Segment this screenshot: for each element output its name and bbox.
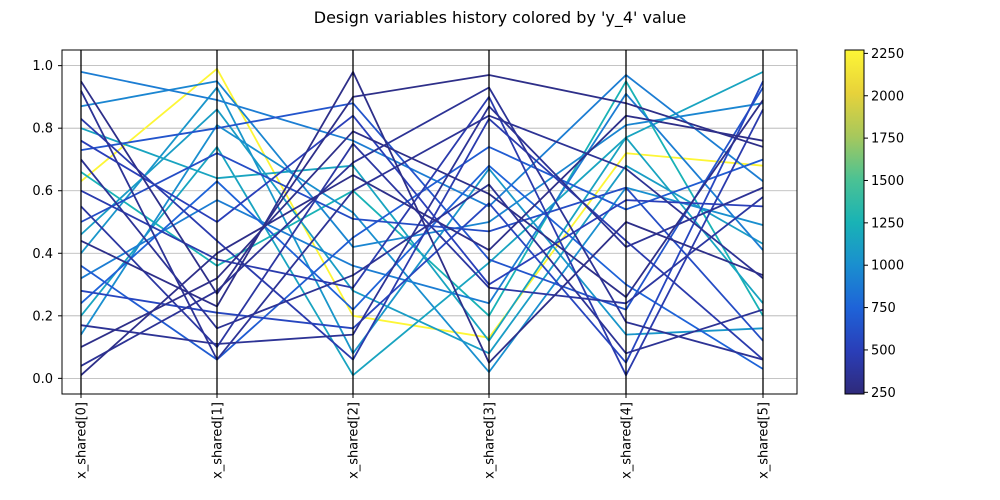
series-line [80, 80, 764, 317]
colorbar-tick-label: 1750 [871, 132, 904, 147]
y-tick-label: 0.4 [32, 247, 53, 262]
colorbar-tick-label: 750 [871, 301, 896, 316]
colorbar-tick-label: 2250 [871, 47, 904, 62]
axis-label: x_shared[1] [211, 402, 226, 479]
axis-labels: x_shared[0] x_shared[1] x_shared[2] x_share… [75, 394, 772, 479]
colorbar-gradient [844, 49, 865, 395]
series-line [80, 158, 764, 355]
y-tick-label: 1.0 [32, 59, 53, 74]
series-line [80, 108, 764, 355]
series-line [80, 90, 764, 361]
colorbar: 250 500 750 1000 1250 1500 1750 2000 2250 [844, 47, 904, 401]
series-line [80, 124, 764, 374]
chart-title: Design variables history colored by 'y_4… [313, 8, 687, 27]
series-line [80, 114, 764, 286]
series-line [80, 67, 764, 339]
series-line [80, 74, 764, 295]
series-line [80, 71, 764, 364]
y-tick-label: 0.2 [32, 309, 53, 324]
colorbar-tick-label: 500 [871, 343, 896, 358]
colorbar-tick-label: 1250 [871, 216, 904, 231]
series-line [80, 71, 764, 342]
series-line [80, 114, 764, 376]
axis-label: x_shared[0] [75, 402, 90, 479]
series-line [80, 86, 764, 355]
axis-label: x_shared[3] [483, 402, 498, 479]
series-line [80, 80, 764, 364]
axis-label: x_shared[2] [347, 402, 362, 479]
axis-label: x_shared[5] [757, 402, 772, 479]
colorbar-tick-label: 250 [871, 386, 896, 401]
series-line [80, 105, 764, 345]
series-line [80, 87, 764, 311]
series-lines [80, 67, 764, 377]
series-line [80, 80, 764, 248]
series-line [80, 136, 764, 377]
series-line [80, 71, 764, 208]
series-line [80, 86, 764, 367]
vertical-axes [80, 50, 764, 394]
series-line [80, 99, 764, 348]
colorbar-tick-label: 1500 [871, 174, 904, 189]
colorbar-tick-label: 1000 [871, 259, 904, 274]
y-tick-label: 0.6 [32, 184, 53, 199]
y-tick-label: 0.0 [32, 372, 53, 387]
y-tick-labels: 0.0 0.2 0.4 0.6 0.8 1.0 [32, 59, 62, 387]
plot-frame [61, 49, 798, 395]
series-line [80, 117, 764, 361]
y-tick-label: 0.8 [32, 122, 53, 137]
series-line [80, 152, 764, 342]
axis-label: x_shared[4] [620, 402, 635, 479]
series-line [80, 96, 764, 377]
colorbar-tick-label: 2000 [871, 89, 904, 104]
